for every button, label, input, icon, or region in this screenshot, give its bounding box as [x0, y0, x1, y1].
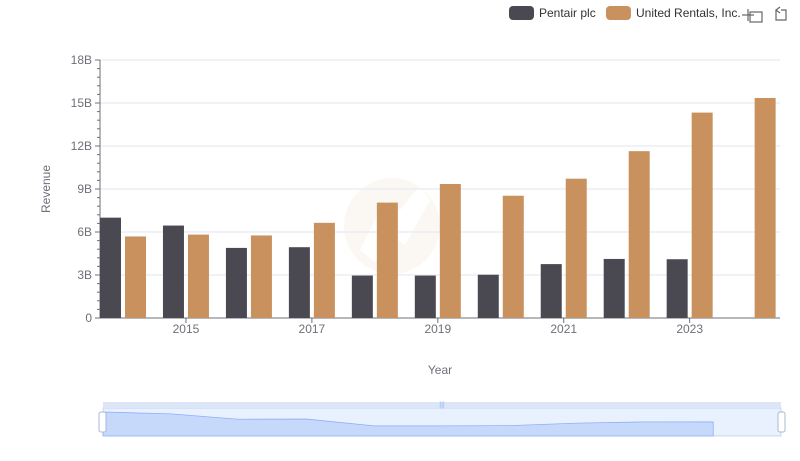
data-zoom-slider[interactable]: ||| — [98, 402, 786, 437]
legend-label: United Rentals, Inc. — [636, 6, 741, 20]
x-tick-label: 2023 — [676, 322, 703, 336]
data-zoom-selected-range[interactable] — [103, 408, 781, 436]
bar-pentair-plc-2022[interactable] — [603, 258, 625, 318]
y-axis-title: Revenue — [39, 165, 53, 213]
bar-united-rentals-inc-2022[interactable] — [628, 151, 650, 318]
bar-pentair-plc-2020[interactable] — [477, 274, 499, 318]
legend[interactable]: Pentair plc United Rentals, Inc. — [509, 6, 741, 20]
bars — [100, 97, 776, 318]
legend-swatch — [606, 6, 631, 20]
bar-pentair-plc-2017[interactable] — [288, 247, 310, 318]
y-tick-label: 12B — [71, 139, 92, 153]
bar-united-rentals-inc-2014[interactable] — [125, 236, 146, 318]
data-zoom-preview-area — [102, 411, 714, 437]
restore-icon[interactable] — [775, 6, 787, 21]
bar-pentair-plc-2016[interactable] — [225, 247, 247, 318]
data-zoom-move-handle-icon[interactable]: ||| — [439, 402, 445, 409]
bar-pentair-plc-2018[interactable] — [351, 275, 373, 318]
y-tick-label: 9B — [77, 182, 92, 196]
bar-pentair-plc-2014[interactable] — [100, 217, 121, 318]
x-axis: 2015 2017 2019 2021 2023 — [100, 317, 780, 336]
y-tick-label: 15B — [71, 96, 92, 110]
bar-pentair-plc-2023[interactable] — [666, 259, 688, 318]
y-tick-label: 18B — [71, 53, 92, 67]
legend-item-0[interactable]: Pentair plc — [509, 6, 596, 20]
data-zoom-right-handle[interactable] — [777, 411, 786, 433]
y-tick-label: 6B — [77, 225, 92, 239]
y-axis: 0 3B 6B 9B 12B 15B 18B — [71, 53, 101, 325]
data-zoom-top-bar[interactable] — [103, 402, 781, 408]
bar-united-rentals-inc-2020[interactable] — [502, 195, 524, 318]
x-tick-label: 2019 — [424, 322, 451, 336]
bar-united-rentals-inc-2021[interactable] — [565, 178, 587, 318]
bar-united-rentals-inc-2015[interactable] — [187, 234, 209, 318]
bar-pentair-plc-2019[interactable] — [414, 275, 436, 318]
bar-united-rentals-inc-2016[interactable] — [250, 235, 272, 318]
legend-swatch — [509, 6, 534, 20]
bar-pentair-plc-2021[interactable] — [540, 264, 562, 318]
data-zoom-left-handle[interactable] — [98, 411, 107, 433]
x-axis-title: Year — [428, 363, 452, 377]
bar-united-rentals-inc-2019[interactable] — [439, 183, 461, 318]
x-tick-label: 2015 — [173, 322, 200, 336]
x-tick-label: 2021 — [550, 322, 577, 336]
bar-united-rentals-inc-2017[interactable] — [313, 222, 335, 318]
bar-united-rentals-inc-2023[interactable] — [691, 112, 713, 318]
bar-united-rentals-inc-2024[interactable] — [754, 97, 776, 318]
y-tick-label: 3B — [77, 268, 92, 282]
legend-item-1[interactable]: United Rentals, Inc. — [606, 6, 741, 20]
y-tick-label: 0 — [85, 311, 92, 325]
legend-label: Pentair plc — [539, 6, 596, 20]
bar-pentair-plc-2015[interactable] — [162, 225, 184, 318]
zoom-rect-icon[interactable] — [742, 9, 763, 23]
x-tick-label: 2017 — [299, 322, 326, 336]
bar-united-rentals-inc-2018[interactable] — [376, 202, 398, 318]
